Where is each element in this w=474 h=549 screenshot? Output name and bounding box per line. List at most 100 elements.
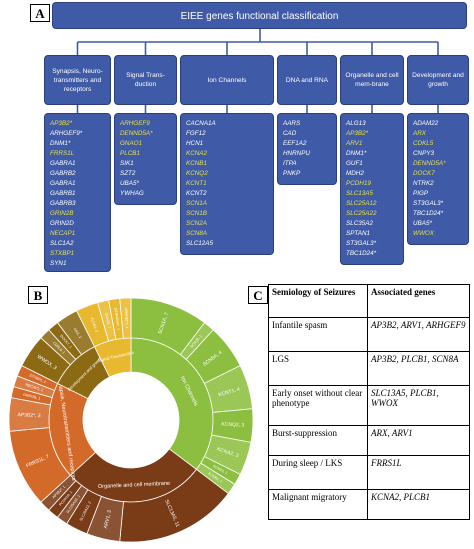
sunburst-group-label: Organelle and cell membrane	[98, 481, 170, 490]
gene-name: CDKL5	[413, 140, 434, 147]
gene-name: GABRB2	[50, 170, 76, 177]
gene-name: MDH2	[346, 170, 364, 177]
gene-name: FGF12	[186, 130, 206, 137]
sunburst-gene-label: ARHGEF9, 1	[124, 308, 129, 329]
gene-name: HCN1	[186, 140, 204, 147]
gene-name: GABRB3	[50, 200, 76, 207]
gene-name: YWHAG	[120, 190, 144, 197]
gene-name: ITPA	[283, 160, 297, 167]
gene-name: SYN1	[50, 260, 67, 267]
gene-list-box: ADAM22 ARX CDKL5 CNPY3 DENND5A* DOCK7 NTRK2 PIG…	[407, 113, 469, 245]
category-label: Synapsis, Neuro-transmitters and recepto…	[52, 67, 103, 93]
gene-list-box: AARS CAD EEF1A2 HNRNPU ITPA PNKP	[277, 113, 337, 185]
category-label: Signal Trans-duction	[126, 72, 165, 88]
gene-name: SCN1B	[186, 210, 207, 217]
gene-name: NTRK2	[413, 180, 434, 187]
gene-name: GABRA1	[50, 160, 76, 167]
panel-b-label: B	[28, 286, 48, 304]
category-box: Development and growth	[407, 55, 469, 105]
genes-cell: KCNA2, PLCB1	[367, 489, 470, 520]
gene-name: AP3B2*	[346, 130, 369, 137]
gene-list-box: ALG13 AP3B2* ARV1 DNM1* GUF1 MDH2 PCDH19 SLC13A…	[340, 113, 404, 265]
gene-name: TBC1D24*	[346, 250, 377, 257]
sunburst-gene-label: PLCB1, 2	[90, 317, 99, 333]
genes-cell: AP3B2, ARV1, ARHGEF9	[367, 317, 470, 352]
gene-list-box: AP3B2* ARHGEF9* DNM1* FRRS1L GABRA1 GABRB2 GAB…	[44, 113, 111, 272]
gene-name: GRIN2D	[50, 220, 74, 227]
gene-name: UBA5*	[413, 220, 432, 227]
gene-name: ARHGEF9	[120, 120, 150, 127]
gene-name: GABRB1	[50, 190, 76, 197]
gene-name: SIK1	[120, 160, 134, 167]
sunburst-gene-label: DENND5A*, 1	[113, 308, 120, 331]
sunburst-gene-segment	[119, 297, 132, 339]
gene-name: CAD	[283, 130, 297, 137]
gene-name: ST3GAL3*	[346, 240, 377, 247]
connector-lines	[76, 29, 439, 113]
gene-name: GNAO1	[120, 140, 143, 147]
gene-name: PCDH19	[346, 180, 371, 187]
genes-cell: FRRS1L	[367, 455, 470, 490]
category-box: Organelle and cell mem-brane	[340, 55, 404, 105]
gene-name: KCNQ2	[186, 170, 208, 177]
genes-cell: AP3B2, PLCB1, SCN8A	[367, 351, 470, 386]
header-genes: Associated genes	[367, 284, 470, 318]
gene-name: HNRNPU	[283, 150, 310, 157]
gene-name: WWOX	[413, 230, 434, 237]
classification-title: EIEE genes functional classification	[52, 2, 467, 29]
semiology-cell: Burst-suppression	[268, 425, 368, 456]
gene-name: UBA5*	[120, 180, 139, 187]
gene-name: KCNB1	[186, 160, 207, 167]
gene-name: SCN1A	[186, 200, 207, 207]
gene-name: DENND5A*	[413, 160, 446, 167]
gene-name: SCN2A	[186, 220, 207, 227]
panel-c-label: C	[248, 286, 268, 304]
category-box: Synapsis, Neuro-transmitters and recepto…	[44, 55, 111, 105]
table-row: LGS AP3B2, PLCB1, SCN8A	[268, 351, 470, 386]
gene-name: AP3B2*	[50, 120, 73, 127]
gene-name: SLC35A2	[346, 220, 373, 227]
table-row: Malignant migratory KCNA2, PLCB1	[268, 489, 470, 520]
gene-name: TBC1D24*	[413, 210, 444, 217]
category-label: Ion Channels	[207, 76, 247, 84]
gene-name: SLC13A5	[346, 190, 373, 197]
gene-name: KCNT2	[186, 190, 207, 197]
gene-name: PNKP	[283, 170, 301, 177]
gene-name: ARHGEF9*	[50, 130, 83, 137]
gene-name: EEF1A2	[283, 140, 307, 147]
sunburst-gene-label: ARX, 2	[73, 327, 82, 339]
gene-name: SPTAN1	[346, 230, 371, 237]
gene-name: DENND5A*	[120, 130, 153, 137]
gene-name: ARX	[413, 130, 426, 137]
sunburst-gene-label: SCN2A, 1	[212, 464, 228, 475]
table-row: During sleep / LKS FRRS1L	[268, 455, 470, 490]
category-label: Development and growth	[412, 72, 464, 88]
category-label: DNA and RNA	[285, 76, 329, 84]
gene-name: SLC25A22	[346, 210, 377, 217]
sunburst-gene-label: AP3B2*, 3	[17, 412, 41, 419]
genes-cell: ARX, ARV1	[367, 425, 470, 456]
gene-name: KCNA2	[186, 150, 207, 157]
sunburst-gene-label: STXBP1, 1	[29, 373, 47, 384]
sunburst-gene-label: KCNQ2, 3	[221, 422, 244, 429]
gene-name: SLC12A5	[186, 240, 213, 247]
gene-name: ST3GAL3*	[413, 200, 444, 207]
gene-name: SLC1A2	[50, 240, 74, 247]
gene-name: GABRA1	[50, 180, 76, 187]
gene-name: ARV1	[346, 140, 363, 147]
gene-name: ALG13	[346, 120, 366, 127]
gene-name: PIGP	[413, 190, 429, 197]
gene-name: STXBP1	[50, 250, 75, 257]
semiology-cell: Early onset without clear phenotype	[268, 385, 368, 426]
gene-name: CNPY3	[413, 150, 434, 157]
gene-list-box: CACNA1A FGF12 HCN1 KCNA2 KCNB1 KCNQ2 KCNT1 KCNT…	[180, 113, 274, 255]
table-row: Infantile spasm AP3B2, ARV1, ARHGEF9	[268, 317, 470, 352]
panel-a-label: A	[30, 4, 50, 22]
gene-name: FRRS1L	[50, 150, 75, 157]
sunburst-center	[83, 372, 179, 468]
gene-name: PLCB1	[120, 150, 140, 157]
gene-name: CACNA1A	[186, 120, 216, 127]
table-row: Early onset without clear phenotype SLC13…	[268, 385, 470, 426]
gene-name: SLC25A12	[346, 200, 377, 207]
